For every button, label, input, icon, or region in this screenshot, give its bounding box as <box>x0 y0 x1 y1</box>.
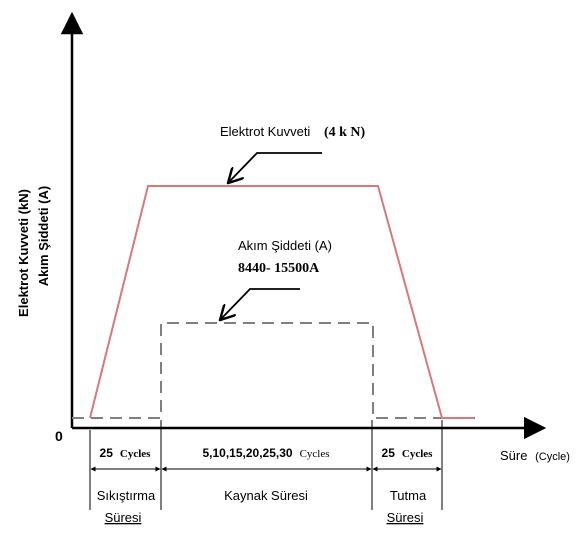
current-profile-line <box>72 322 475 419</box>
weld-duration-label: 5,10,15,20,25,30 Cycles <box>202 444 329 461</box>
hold-phase-label-line2: Süresi <box>387 510 424 525</box>
squeeze-duration-label: 25 Cycles <box>100 444 152 461</box>
squeeze-duration-unit: Cycles <box>120 448 151 460</box>
hold-phase-label: Tutma <box>390 488 427 503</box>
current-annotation-range: 8440- 15500A <box>238 261 320 276</box>
force-profile-line <box>89 185 474 419</box>
squeeze-duration-value: 25 <box>100 446 114 460</box>
squeeze-phase-label: Sıkıştırma <box>97 488 156 503</box>
hold-duration-value: 25 <box>382 446 396 460</box>
weld-phase-label: Kaynak Süresi <box>224 488 308 503</box>
weld-duration-unit: Cycles <box>300 448 330 460</box>
squeeze-phase-label-line2: Süresi <box>105 510 142 525</box>
current-annotation-label: Akım Şiddeti (A) <box>238 238 332 253</box>
hold-duration-label: 25 Cycles <box>382 444 434 461</box>
force-annotation-label: Elektrot Kuvveti (4 k N) <box>220 124 366 140</box>
force-annotation-value: (4 k N) <box>324 125 366 140</box>
x-axis-label-text: Süre <box>500 448 527 463</box>
origin-label: 0 <box>55 428 63 444</box>
force-annotation-text: Elektrot Kuvveti <box>220 124 310 139</box>
y-axis-label-force: Elektrot Kuvveti (kN) <box>16 189 31 317</box>
weld-duration-value: 5,10,15,20,25,30 <box>202 446 292 460</box>
y-axis-label-current: Akım Şiddeti (A) <box>36 186 51 286</box>
current-annotation-arrow <box>220 288 300 320</box>
x-axis-label: Süre (Cycle) <box>500 448 570 463</box>
x-axis-unit: (Cycle) <box>535 451 570 463</box>
force-annotation-arrow <box>228 152 322 183</box>
hold-duration-unit: Cycles <box>402 448 433 460</box>
